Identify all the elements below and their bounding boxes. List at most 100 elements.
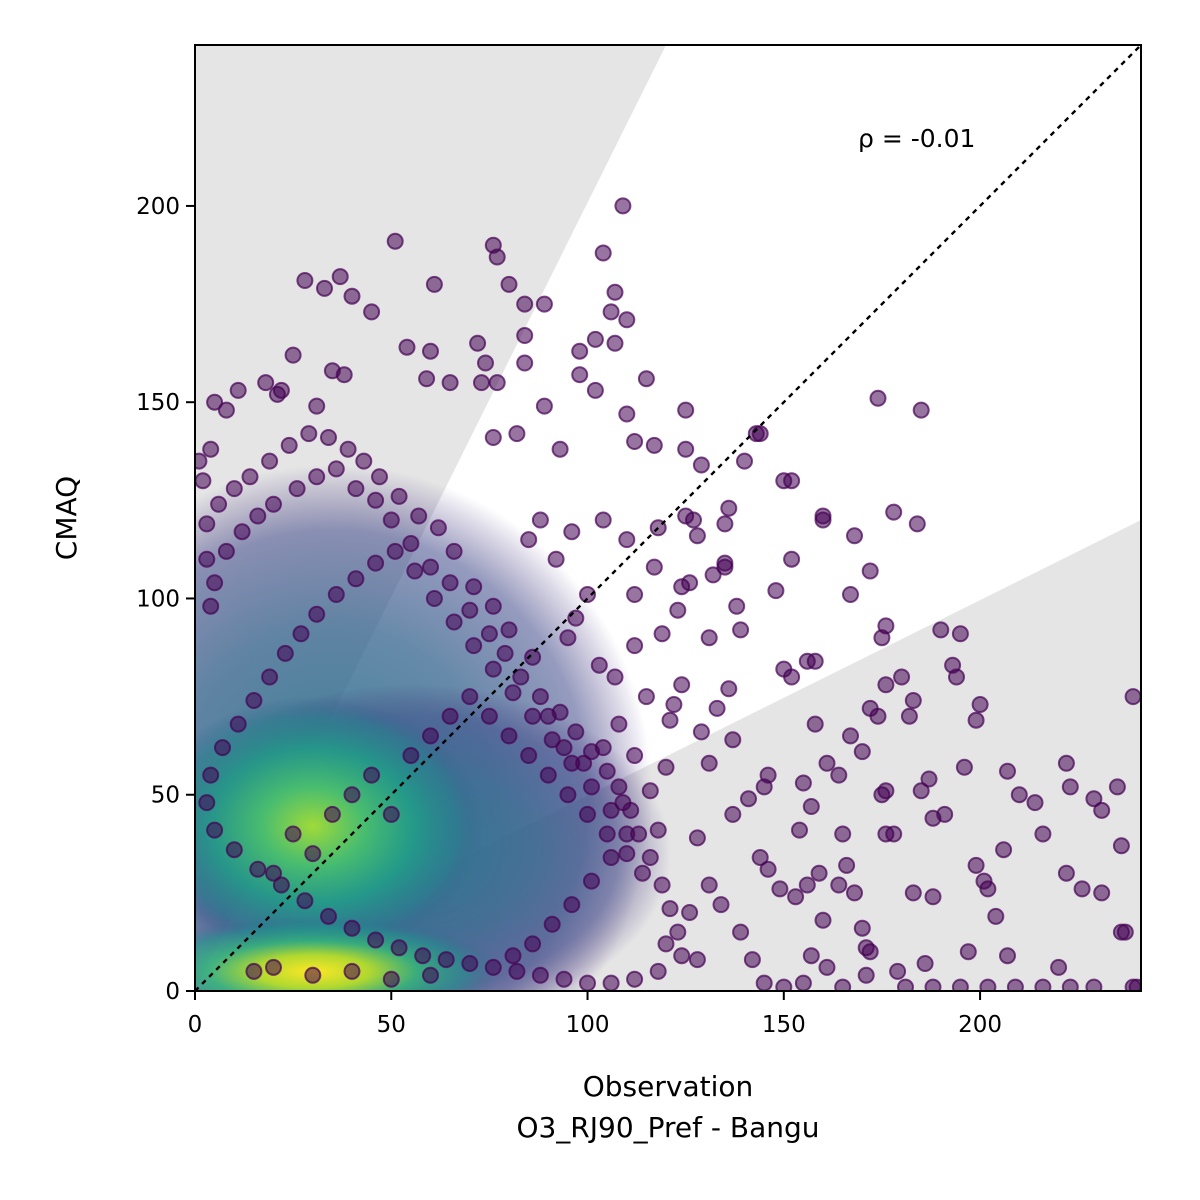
data-point bbox=[1057, 864, 1075, 882]
data-point bbox=[869, 389, 887, 407]
data-point bbox=[602, 801, 620, 819]
data-point bbox=[610, 715, 628, 733]
data-point bbox=[594, 511, 612, 529]
y-tick-label: 50 bbox=[151, 783, 180, 809]
data-point bbox=[202, 766, 220, 784]
data-point bbox=[771, 880, 789, 898]
data-point bbox=[543, 915, 561, 933]
data-point bbox=[712, 896, 730, 914]
data-point bbox=[673, 676, 691, 694]
data-point bbox=[814, 911, 832, 929]
data-point bbox=[331, 268, 349, 286]
data-point bbox=[673, 947, 691, 965]
data-point bbox=[422, 727, 439, 745]
data-point bbox=[1034, 978, 1052, 991]
data-point bbox=[704, 566, 722, 584]
data-point bbox=[708, 699, 726, 717]
data-point bbox=[688, 829, 706, 847]
data-point bbox=[371, 468, 388, 486]
data-point bbox=[206, 821, 224, 839]
data-point bbox=[794, 774, 812, 792]
data-point bbox=[500, 275, 518, 293]
data-point bbox=[441, 374, 459, 392]
data-point bbox=[751, 425, 769, 443]
data-point bbox=[367, 554, 385, 572]
data-point bbox=[716, 515, 734, 533]
data-point bbox=[783, 550, 801, 568]
data-point bbox=[920, 770, 938, 788]
data-point bbox=[912, 401, 930, 419]
data-point bbox=[677, 440, 695, 458]
data-point bbox=[268, 385, 286, 403]
data-point bbox=[579, 974, 596, 991]
data-point bbox=[233, 523, 251, 541]
data-point bbox=[480, 707, 498, 725]
data-point bbox=[681, 574, 699, 592]
data-point bbox=[347, 570, 365, 588]
data-point bbox=[1061, 978, 1079, 991]
data-point bbox=[979, 880, 997, 898]
data-point bbox=[1026, 794, 1044, 812]
data-point bbox=[818, 958, 836, 976]
data-point bbox=[288, 480, 306, 498]
data-point bbox=[606, 283, 624, 301]
data-point bbox=[480, 625, 498, 643]
data-point bbox=[210, 495, 228, 513]
data-point bbox=[685, 511, 702, 529]
data-point bbox=[893, 668, 911, 686]
data-point bbox=[304, 966, 322, 984]
data-point bbox=[641, 782, 659, 800]
data-point bbox=[445, 613, 463, 631]
data-point bbox=[798, 876, 816, 894]
data-point bbox=[610, 778, 628, 796]
data-point bbox=[897, 978, 914, 991]
data-point bbox=[908, 515, 926, 533]
data-point bbox=[885, 503, 903, 521]
data-point bbox=[571, 366, 589, 384]
data-point bbox=[217, 542, 235, 560]
data-point bbox=[645, 558, 663, 576]
data-point bbox=[422, 966, 439, 984]
data-point bbox=[665, 696, 683, 713]
data-point bbox=[751, 849, 769, 866]
data-point bbox=[637, 370, 655, 388]
data-point bbox=[225, 480, 243, 498]
data-point bbox=[688, 951, 706, 969]
data-point bbox=[787, 888, 805, 906]
data-point bbox=[198, 515, 216, 533]
data-point bbox=[229, 715, 247, 733]
data-point bbox=[206, 393, 224, 411]
data-point bbox=[1006, 978, 1024, 991]
data-point bbox=[583, 743, 600, 761]
data-point bbox=[904, 692, 922, 709]
data-point bbox=[488, 374, 506, 392]
data-point bbox=[634, 864, 651, 882]
data-point bbox=[363, 303, 381, 321]
data-point bbox=[1093, 801, 1111, 819]
data-point bbox=[516, 295, 534, 313]
data-point bbox=[846, 527, 863, 545]
data-point bbox=[473, 374, 490, 392]
data-point bbox=[802, 798, 820, 815]
data-point bbox=[842, 586, 859, 603]
data-point bbox=[567, 609, 585, 627]
data-point bbox=[500, 621, 518, 639]
data-point bbox=[724, 731, 742, 749]
data-point bbox=[759, 860, 777, 878]
data-point bbox=[955, 758, 973, 776]
data-point bbox=[987, 907, 1005, 925]
data-point bbox=[484, 660, 502, 678]
data-point bbox=[535, 295, 553, 313]
data-point bbox=[967, 856, 985, 874]
data-point bbox=[1050, 958, 1068, 976]
data-point bbox=[626, 970, 644, 988]
data-point bbox=[504, 947, 522, 965]
data-point bbox=[437, 951, 455, 969]
data-point bbox=[1124, 688, 1141, 706]
data-point bbox=[618, 845, 636, 863]
data-point bbox=[814, 511, 832, 529]
y-axis-title: CMAQ bbox=[50, 476, 83, 560]
data-point bbox=[520, 531, 538, 549]
data-point bbox=[386, 232, 404, 250]
